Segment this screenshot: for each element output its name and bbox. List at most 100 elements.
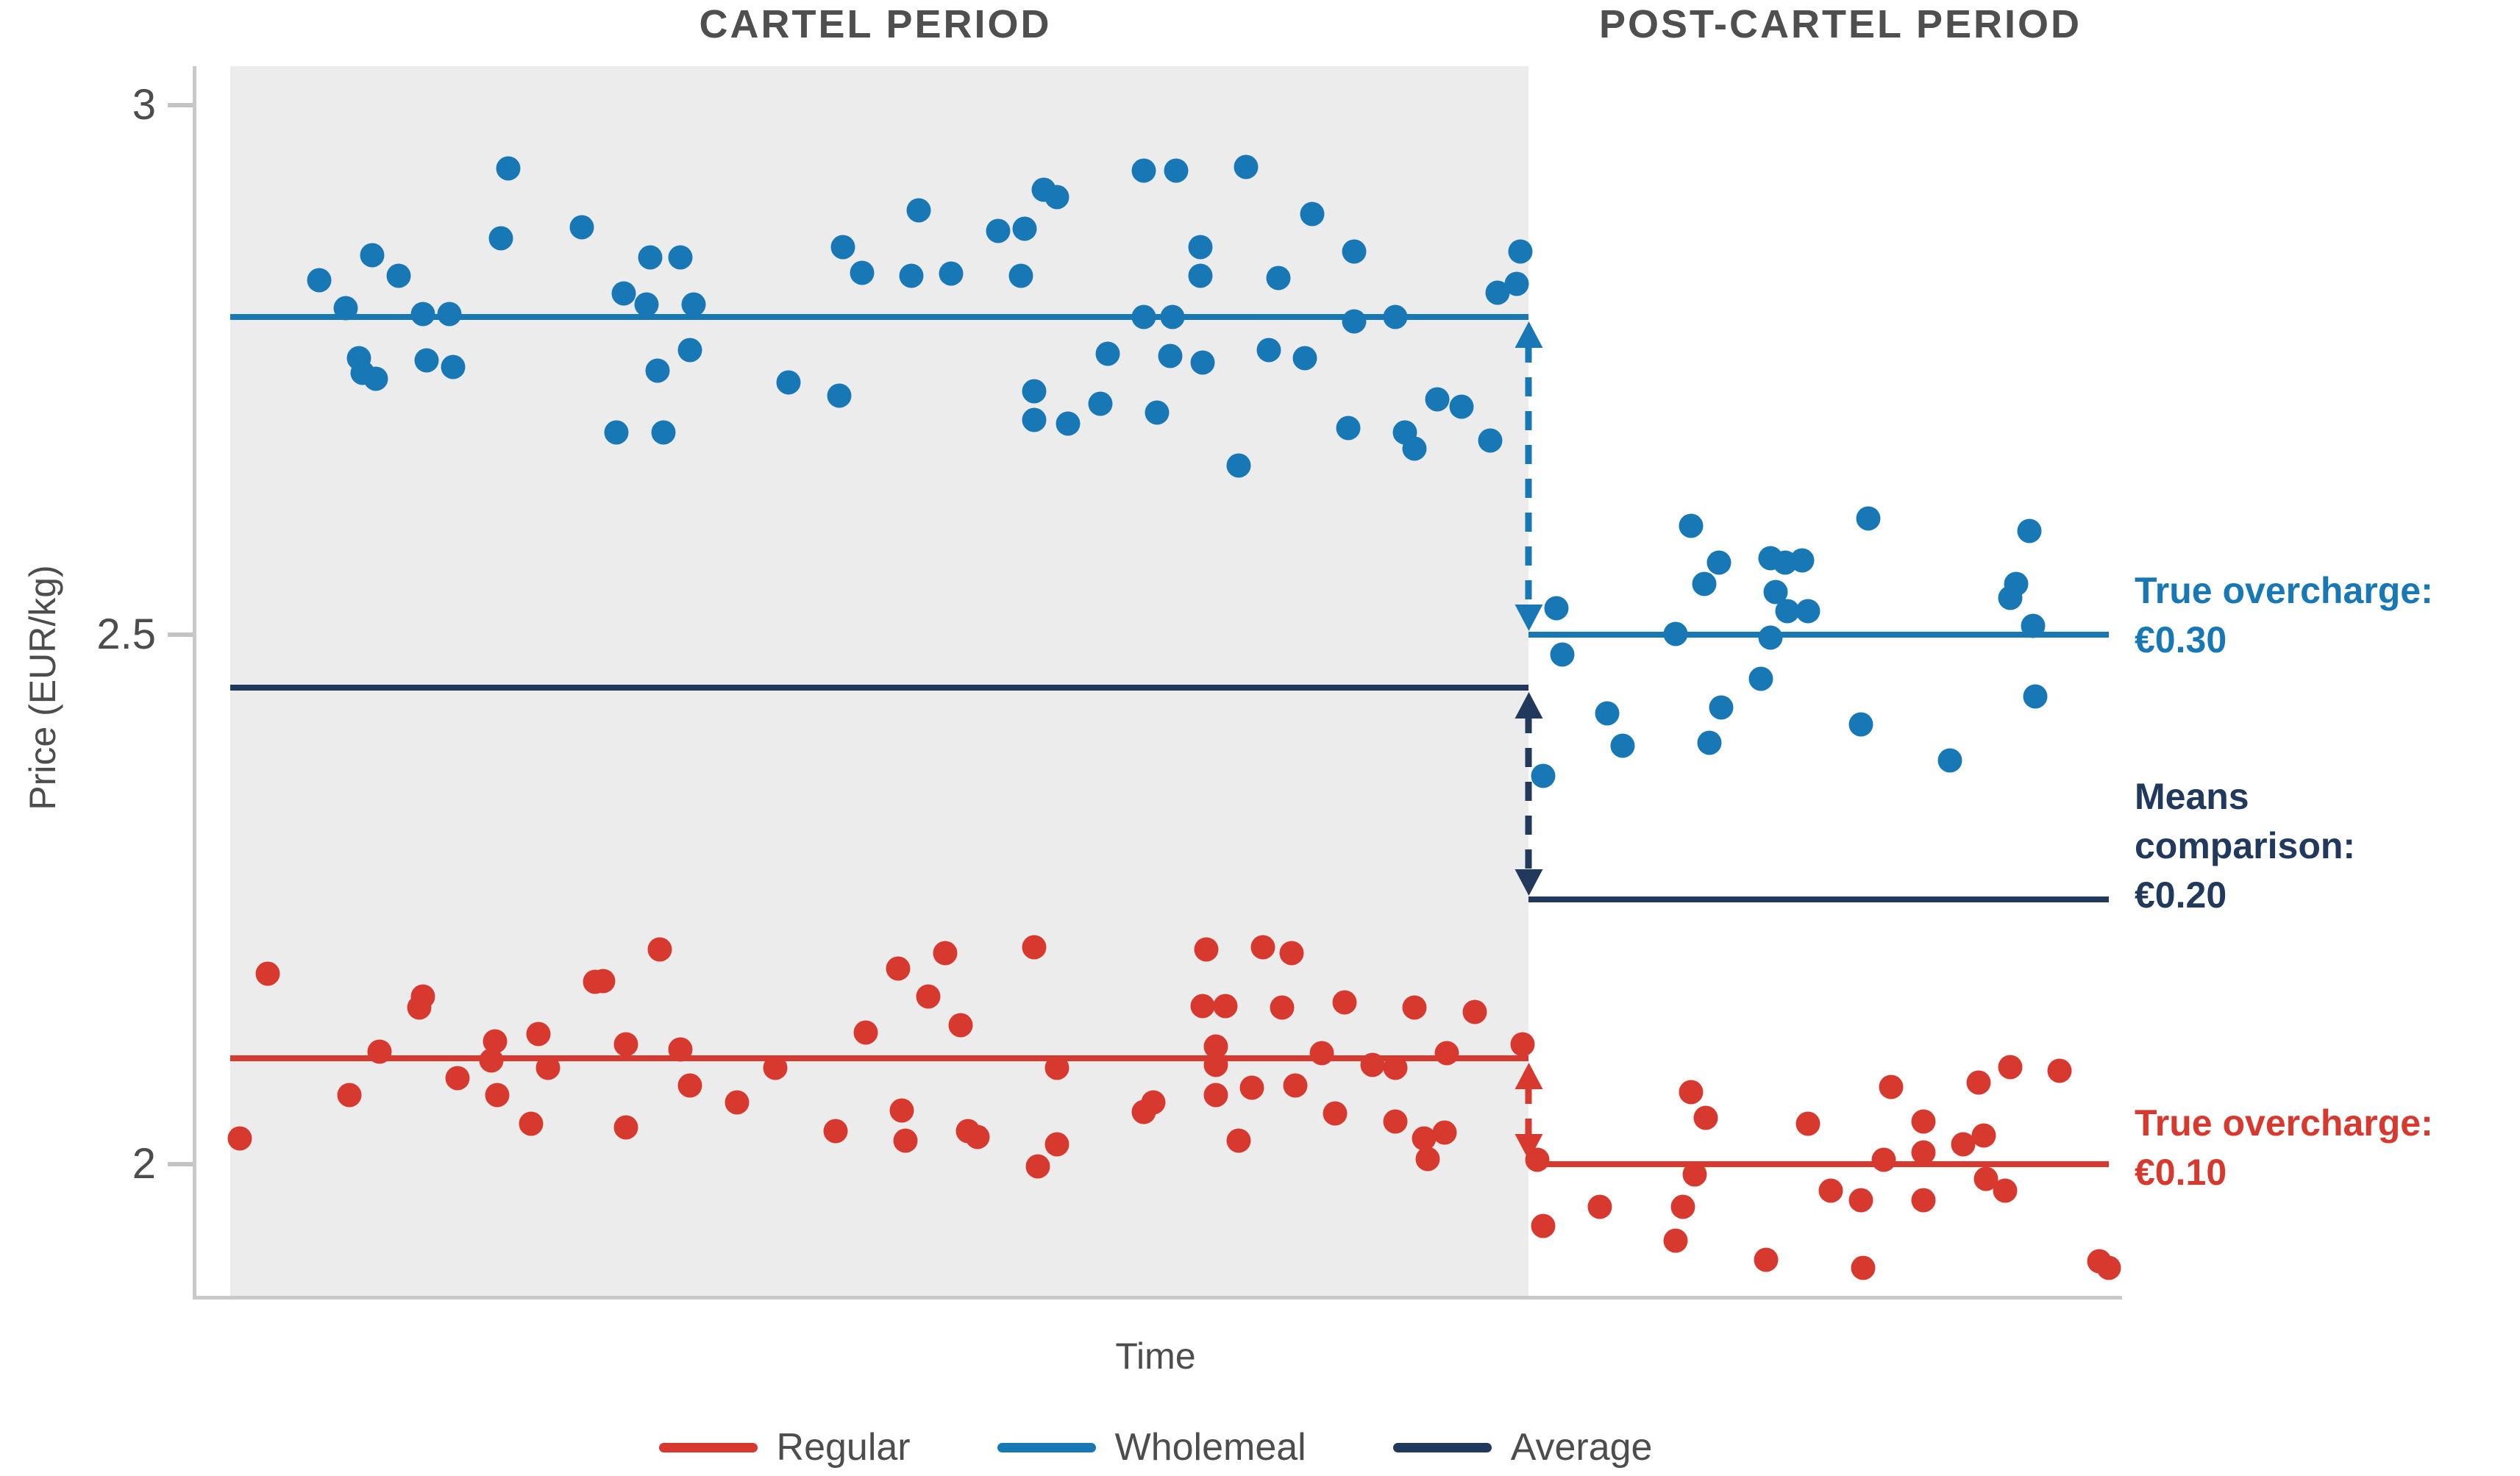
- wholemeal-data-point: [1663, 621, 1688, 646]
- cartel-period-title: CARTEL PERIOD: [699, 2, 1052, 46]
- wholemeal-data-point: [1679, 513, 1704, 538]
- wholemeal-data-point: [1188, 263, 1213, 288]
- regular-data-point: [965, 1124, 990, 1149]
- regular-data-point: [1795, 1111, 1820, 1136]
- wholemeal-data-point: [1848, 712, 1873, 737]
- wholemeal-data-point: [360, 243, 385, 268]
- regular-data-point: [1754, 1247, 1779, 1272]
- mean-line-regular-cartel: [230, 1055, 1529, 1061]
- regular-data-point: [1951, 1132, 1976, 1157]
- regular-data-point: [1670, 1194, 1695, 1219]
- wholemeal-data-point: [1158, 343, 1183, 368]
- wholemeal-data-point: [569, 215, 594, 240]
- regular-data-point: [1309, 1041, 1334, 1066]
- wholemeal-data-point: [1425, 387, 1450, 412]
- regular-data-point: [1966, 1070, 1991, 1095]
- wholemeal-data-point: [1544, 596, 1569, 621]
- average-line-swatch: [1392, 1442, 1492, 1452]
- post-cartel-period-title: POST-CARTEL PERIOD: [1598, 2, 2082, 46]
- wholemeal-data-point: [363, 366, 388, 391]
- regular-data-point: [2096, 1255, 2121, 1280]
- regular-data-point: [1270, 995, 1295, 1020]
- regular-data-point: [1679, 1080, 1704, 1105]
- wholemeal-data-point: [1550, 642, 1575, 667]
- regular-data-point: [1332, 990, 1357, 1015]
- regular-data-point: [1044, 1132, 1069, 1157]
- wholemeal-data-point: [1697, 730, 1722, 755]
- arrowhead-down-icon: [1515, 1133, 1543, 1161]
- regular-data-point: [1818, 1178, 1843, 1203]
- y-tick-mark: [168, 102, 193, 107]
- regular-data-point: [763, 1055, 788, 1080]
- wholemeal-data-point: [1044, 185, 1069, 210]
- regular-data-point: [1203, 1083, 1228, 1108]
- legend-item-average: Average: [1392, 1426, 1653, 1469]
- wholemeal-data-point: [1226, 453, 1251, 478]
- regular-data-point: [1213, 994, 1238, 1019]
- regular-data-point: [255, 961, 280, 986]
- arrow-shaft: [1525, 713, 1532, 874]
- regular-data-point: [407, 995, 432, 1020]
- wholemeal-data-point: [1758, 625, 1783, 650]
- wholemeal-data-point: [437, 302, 462, 327]
- regular-data-point: [1510, 1032, 1535, 1057]
- legend-label: Wholemeal: [1114, 1426, 1306, 1469]
- regular-data-point: [933, 941, 958, 966]
- regular-data-point: [519, 1111, 544, 1136]
- wholemeal-data-point: [611, 281, 636, 306]
- wholemeal-data-point: [2023, 684, 2048, 708]
- regular-difference-arrow: [1515, 1062, 1543, 1161]
- wholemeal-data-point: [1145, 400, 1170, 425]
- mean-line-wholemeal-post: [1528, 631, 2109, 638]
- wholemeal-data-point: [1692, 571, 1717, 596]
- regular-data-point: [1993, 1178, 2018, 1203]
- regular-data-point: [1663, 1228, 1688, 1253]
- wholemeal-data-point: [1595, 701, 1620, 726]
- regular-data-point: [853, 1020, 878, 1045]
- regular-data-point: [1239, 1075, 1264, 1100]
- regular-data-point: [1848, 1188, 1873, 1213]
- wholemeal-data-point: [496, 156, 521, 181]
- annotation-line: True overcharge:: [2135, 1102, 2433, 1144]
- legend-item-regular: Regular: [658, 1428, 911, 1466]
- regular-data-point: [1190, 994, 1215, 1019]
- wholemeal-data-point: [441, 354, 466, 379]
- wholemeal-data-point: [333, 296, 358, 321]
- annotation-line: €0.30: [2135, 619, 2227, 660]
- regular-data-point: [948, 1013, 973, 1038]
- wholemeal-data-point: [386, 263, 411, 288]
- annotation-line: Means: [2135, 776, 2249, 817]
- regular-data-point: [1432, 1120, 1457, 1145]
- regular-data-point: [227, 1126, 252, 1151]
- wholemeal-data-point: [1131, 158, 1156, 183]
- wholemeal-data-point: [1266, 265, 1291, 290]
- annotation-means-comparison: Means comparison: €0.20: [2135, 772, 2355, 920]
- wholemeal-data-point: [1790, 548, 1815, 573]
- wholemeal-data-point: [488, 226, 513, 251]
- mean-line-regular-post: [1528, 1161, 2109, 1167]
- regular-data-point: [1871, 1147, 1896, 1172]
- wholemeal-data-point: [1008, 263, 1033, 288]
- regular-data-point: [479, 1048, 504, 1073]
- regular-data-point: [535, 1055, 560, 1080]
- regular-data-point: [1531, 1213, 1556, 1238]
- wholemeal-data-point: [1998, 585, 2023, 610]
- arrow-shaft: [1525, 343, 1532, 609]
- regular-data-point: [613, 1115, 638, 1140]
- regular-data-point: [1682, 1162, 1707, 1187]
- wholemeal-data-point: [906, 198, 931, 223]
- regular-data-point: [1911, 1140, 1936, 1165]
- regular-data-point: [725, 1090, 750, 1115]
- wholemeal-data-point: [1234, 154, 1259, 179]
- legend-label: Average: [1510, 1426, 1653, 1469]
- regular-data-point: [1879, 1074, 1904, 1099]
- regular-data-point: [1462, 999, 1487, 1024]
- regular-data-point: [668, 1037, 693, 1062]
- regular-data-point: [893, 1128, 918, 1153]
- arrow-shaft: [1525, 1084, 1532, 1138]
- wholemeal-data-point: [1795, 599, 1820, 624]
- regular-data-point: [1283, 1073, 1308, 1098]
- regular-data-point: [445, 1066, 470, 1091]
- arrowhead-up-icon: [1515, 1062, 1543, 1089]
